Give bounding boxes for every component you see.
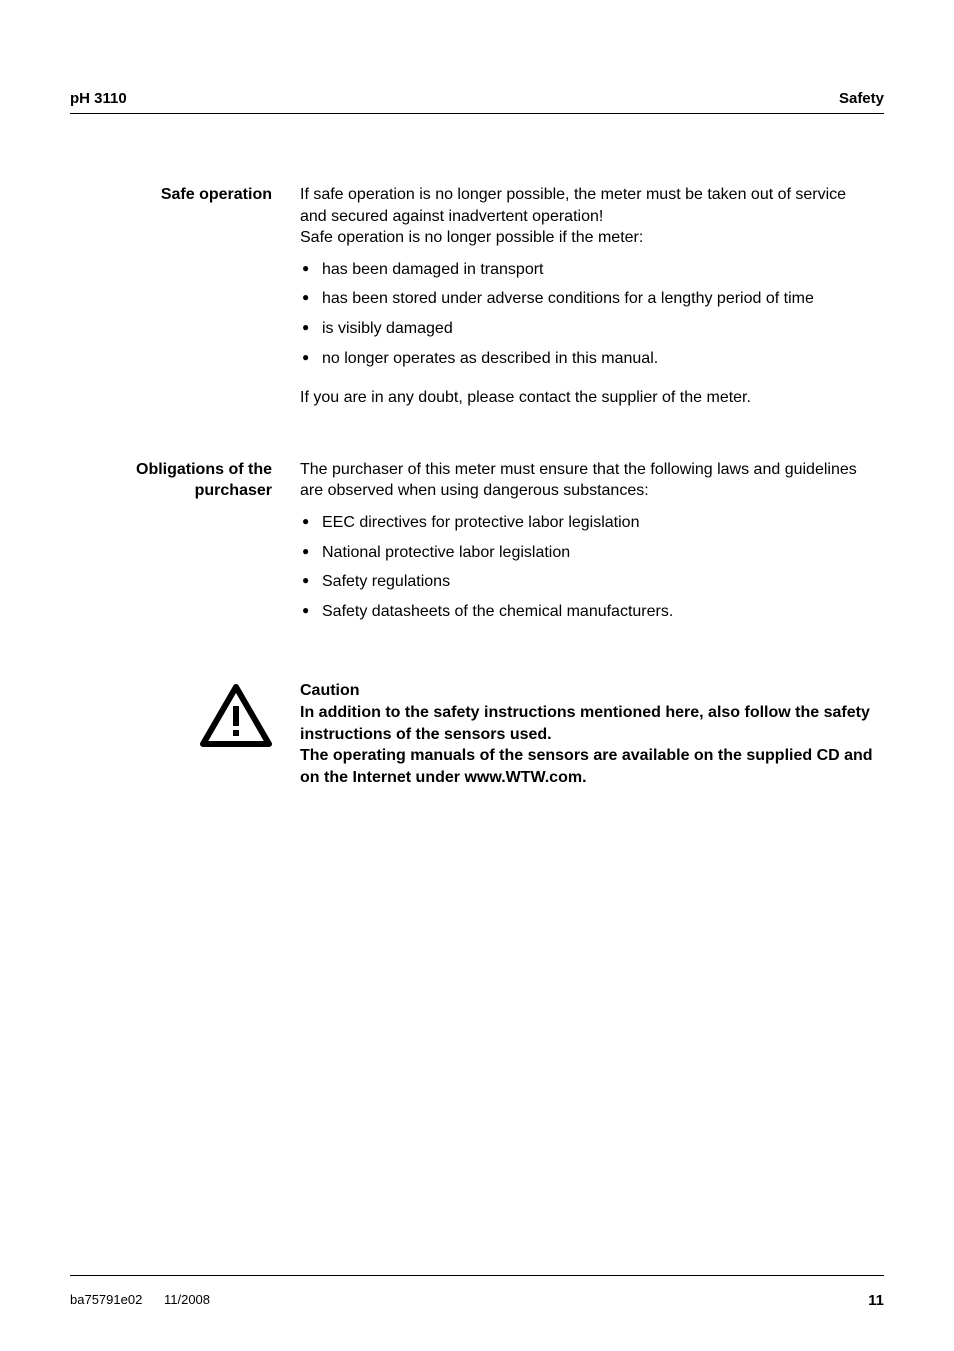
section-obligations: Obligations of the purchaser The purchas… xyxy=(100,459,874,631)
header-left: pH 3110 xyxy=(70,90,127,107)
caution-body: Caution In addition to the safety instru… xyxy=(300,680,874,788)
obligations-intro: The purchaser of this meter must ensure … xyxy=(300,459,874,502)
side-label-obligations: Obligations of the purchaser xyxy=(100,459,300,631)
caution-icon-col xyxy=(100,680,300,748)
warning-icon xyxy=(200,684,272,748)
footer-left: ba75791e02 11/2008 xyxy=(70,1292,210,1309)
content: Safe operation If safe operation is no l… xyxy=(100,184,874,788)
header-right: Safety xyxy=(839,90,884,107)
safe-operation-outro: If you are in any doubt, please contact … xyxy=(300,387,874,409)
list-item: no longer operates as described in this … xyxy=(300,348,874,370)
section-caution: Caution In addition to the safety instru… xyxy=(100,680,874,788)
footer-page: 11 xyxy=(868,1292,884,1309)
page-footer: ba75791e02 11/2008 11 xyxy=(70,1275,884,1309)
body-obligations: The purchaser of this meter must ensure … xyxy=(300,459,874,631)
caution-title: Caution xyxy=(300,680,874,702)
list-item: Safety datasheets of the chemical manufa… xyxy=(300,601,874,623)
caution-text: In addition to the safety instructions m… xyxy=(300,702,874,788)
list-item: has been damaged in transport xyxy=(300,259,874,281)
footer-date: 11/2008 xyxy=(164,1292,210,1307)
safe-operation-intro: If safe operation is no longer possible,… xyxy=(300,184,874,249)
obligations-bullets: EEC directives for protective labor legi… xyxy=(300,512,874,622)
list-item: EEC directives for protective labor legi… xyxy=(300,512,874,534)
body-safe-operation: If safe operation is no longer possible,… xyxy=(300,184,874,409)
list-item: National protective labor legislation xyxy=(300,542,874,564)
side-label-safe-operation: Safe operation xyxy=(100,184,300,409)
section-safe-operation: Safe operation If safe operation is no l… xyxy=(100,184,874,409)
page-header: pH 3110 Safety xyxy=(70,90,884,114)
list-item: is visibly damaged xyxy=(300,318,874,340)
list-item: has been stored under adverse conditions… xyxy=(300,288,874,310)
safe-operation-bullets: has been damaged in transport has been s… xyxy=(300,259,874,369)
footer-doc-id: ba75791e02 xyxy=(70,1292,142,1307)
list-item: Safety regulations xyxy=(300,571,874,593)
